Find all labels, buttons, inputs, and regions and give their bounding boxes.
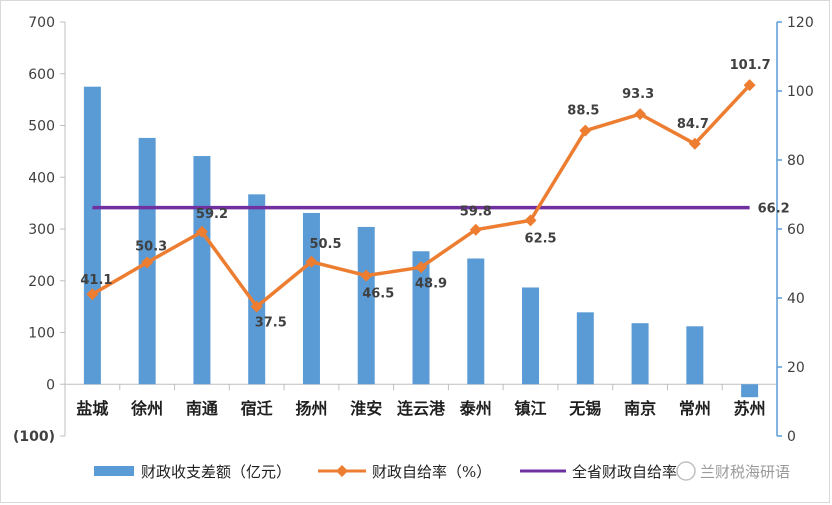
category-label: 扬州 [295,399,327,418]
right-axis-tick-label: 60 [787,222,805,238]
ratio-data-label: 84.7 [677,117,709,132]
right-axis-tick-label: 80 [787,153,805,169]
bar [467,258,485,385]
bar [576,312,594,385]
right-axis-tick-label: 20 [787,360,805,376]
bar [631,323,649,385]
ratio-point [634,108,647,121]
bar [302,212,320,385]
left-axis-tick-label: 500 [28,119,55,135]
ratio-data-label: 88.5 [567,104,599,119]
ratio-point [415,261,427,274]
legend: 财政收支差额（亿元） 财政自给率（%） 全省财政自给率 [94,463,677,481]
left-axis-tick-label: 400 [28,170,55,186]
ratio-point [250,300,263,313]
category-label: 镇江 [515,399,547,418]
left-axis-tick-label: 0 [46,377,55,393]
left-axis-tick-label: 700 [28,15,55,31]
bar [193,156,211,385]
ratio-data-label: 93.3 [622,87,654,102]
bar [357,226,375,385]
left-axis-tick-label: (100) [13,429,55,445]
category-labels: 盐城 徐州 南通 宿迁 扬州 淮安 连云港 泰州 镇江 无锡 南京 常州 苏州 [76,399,765,418]
ratio-data-label: 41.1 [80,273,112,288]
ratio-data-label: 48.9 [415,276,447,291]
category-label: 宿迁 [241,399,273,418]
left-axis-tick-label: 300 [28,222,55,238]
category-label: 苏州 [734,399,766,418]
left-axis: (100) 0 100 200 300 400 500 600 700 [13,15,778,445]
right-axis-tick-label: 100 [787,84,814,100]
province-average-data-label: 66.2 [758,202,790,217]
ratio-line-series: 41.1 50.3 59.2 37.5 50.5 46.5 48.9 59.8 62.5 88.5… [80,58,770,330]
legend-line-marker [336,465,348,477]
legend-avg-label: 全省财政自给率 [572,463,677,481]
category-label: 南通 [186,399,218,418]
bar [741,384,759,398]
legend-bar-swatch [94,466,134,476]
category-label: 泰州 [459,399,492,418]
bar [686,326,704,385]
legend-bar-label: 财政收支差额（亿元） [141,463,291,481]
ratio-point [360,269,373,282]
province-average-line: 66.2 [92,202,790,217]
ratio-point [86,288,99,301]
left-axis-tick-label: 100 [28,326,55,342]
ratio-point [469,223,482,236]
ratio-point [579,124,592,137]
ratio-point [743,79,756,92]
bar [83,86,101,385]
legend-line-label: 财政自给率（%） [372,463,491,481]
category-label: 盐城 [76,399,108,418]
ratio-point [195,225,208,238]
category-label: 无锡 [568,399,601,418]
bar [248,194,266,385]
ratio-data-label: 62.5 [525,231,557,246]
ratio-data-label: 59.2 [196,207,228,222]
category-label: 常州 [679,399,711,418]
ratio-data-label: 101.7 [730,58,771,73]
category-label: 南京 [624,399,656,418]
ratio-data-label: 59.8 [460,205,492,220]
ratio-data-label: 37.5 [255,316,287,331]
right-axis: 0 20 40 60 80 100 120 [776,15,814,445]
bar [412,251,430,385]
right-axis-tick-label: 120 [787,15,814,31]
category-label: 连云港 [397,399,446,418]
ratio-point [688,137,701,150]
right-axis-tick-label: 0 [787,429,796,445]
category-label: 淮安 [350,399,382,418]
watermark-logo-icon [676,461,696,481]
ratio-point [305,255,318,268]
bar-series [83,86,759,398]
category-label: 徐州 [130,399,163,418]
watermark-text: 兰财税海研语 [700,463,790,481]
ratio-data-label: 50.3 [135,239,167,254]
left-axis-tick-label: 200 [28,274,55,290]
ratio-point [524,214,537,227]
bar [522,287,540,385]
ratio-data-label: 50.5 [309,237,341,252]
watermark: 兰财税海研语 [676,461,790,481]
ratio-point [141,256,154,269]
right-axis-tick-label: 40 [787,291,805,307]
ratio-data-label: 46.5 [362,287,394,302]
left-axis-tick-label: 600 [28,67,55,83]
